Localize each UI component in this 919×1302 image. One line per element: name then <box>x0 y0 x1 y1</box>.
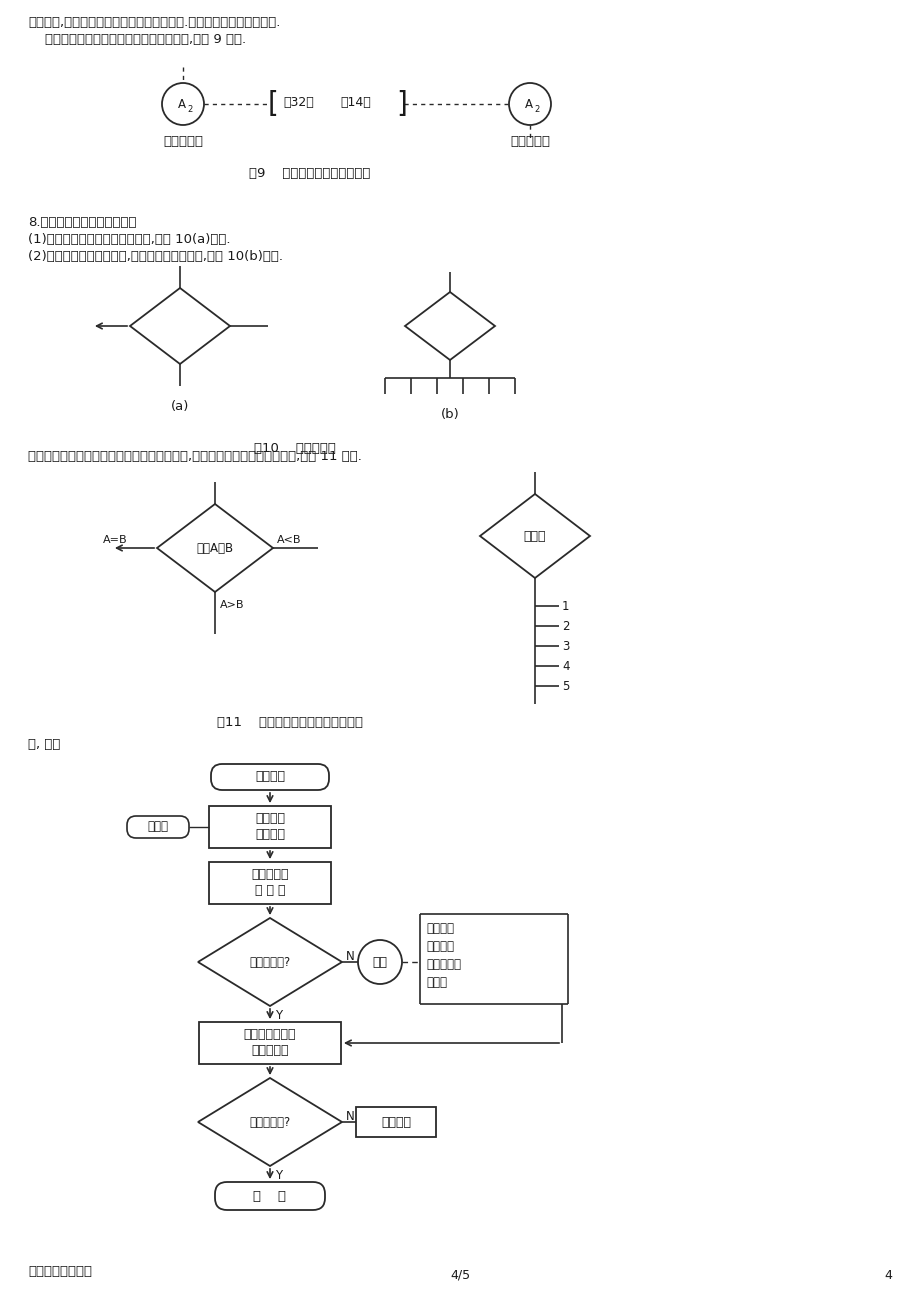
Text: 2: 2 <box>187 105 192 115</box>
Text: 停    止: 停 止 <box>254 1190 286 1203</box>
Text: A: A <box>177 98 186 111</box>
Text: 入口连接符: 入口连接符 <box>509 135 550 148</box>
Text: 五、流程图的画法: 五、流程图的画法 <box>28 1266 92 1279</box>
Text: (2)从判断符号引职条流线,再从它引出多条流线,如图 10(b)所示.: (2)从判断符号引职条流线,再从它引出多条流线,如图 10(b)所示. <box>28 250 283 263</box>
Bar <box>209 806 331 848</box>
Text: 4: 4 <box>883 1269 891 1282</box>
Polygon shape <box>198 1078 342 1167</box>
Text: 程序停止: 程序停止 <box>425 922 453 935</box>
Circle shape <box>357 940 402 984</box>
FancyBboxPatch shape <box>215 1182 324 1210</box>
Text: 1: 1 <box>562 599 569 612</box>
Text: 图11    多出口判断出口处标出条件値: 图11 多出口判断出口处标出条件値 <box>217 716 363 729</box>
Bar <box>209 862 331 904</box>
Polygon shape <box>198 918 342 1006</box>
Text: 8.多出口判断的两种表示方法: 8.多出口判断的两种表示方法 <box>28 216 136 229</box>
Text: A<B: A<B <box>277 535 301 546</box>
Polygon shape <box>130 288 230 365</box>
Text: 图10    多出口判断: 图10 多出口判断 <box>254 441 335 454</box>
Text: 换页截断可用与连接符相连的注解符表示,如图 9 所示.: 换页截断可用与连接符相连的注解符表示,如图 9 所示. <box>28 33 246 46</box>
Text: A=B: A=B <box>103 535 127 546</box>
Text: N: N <box>346 1111 355 1124</box>
Text: 传送成功否?: 传送成功否? <box>249 1116 290 1129</box>
Text: Y: Y <box>275 1169 282 1182</box>
Text: 将结果送到: 将结果送到 <box>251 868 289 881</box>
Text: 至32页: 至32页 <box>283 96 313 109</box>
Text: 2: 2 <box>533 105 539 115</box>
Text: 传到计算机: 传到计算机 <box>251 1044 289 1057</box>
Text: 存 储 器: 存 储 器 <box>255 884 285 897</box>
Circle shape <box>162 83 204 125</box>
Text: A>B: A>B <box>220 600 244 611</box>
Text: 再启动: 再启动 <box>147 820 168 833</box>
Text: 5: 5 <box>562 680 569 693</box>
FancyBboxPatch shape <box>210 764 329 790</box>
Text: ]: ] <box>395 90 406 118</box>
Text: 4/5: 4/5 <box>449 1269 470 1282</box>
Text: 图9    出口连接符与入口连接符: 图9 出口连接符与入口连接符 <box>249 167 370 180</box>
Polygon shape <box>404 292 494 359</box>
Text: 传送成功否?: 传送成功否? <box>249 956 290 969</box>
Text: 手工启动: 手工启动 <box>425 940 453 953</box>
Text: N: N <box>346 950 355 963</box>
Text: 2: 2 <box>562 620 569 633</box>
Bar <box>199 1022 341 1064</box>
Text: 検查传关: 検查传关 <box>380 1116 411 1129</box>
Text: Y: Y <box>275 1009 282 1022</box>
Text: 3: 3 <box>562 639 569 652</box>
Polygon shape <box>157 504 273 592</box>
Text: 回到出错处: 回到出错处 <box>425 958 460 971</box>
Text: 出口连接符: 出口连接符 <box>163 135 203 148</box>
Bar <box>356 1107 436 1137</box>
Text: (1)直接从判断符号引出多条流线,如图 10(a)所示.: (1)直接从判断符号引出多条流线,如图 10(a)所示. <box>28 233 231 246</box>
Text: 计算机内: 计算机内 <box>255 812 285 825</box>
Text: (b): (b) <box>440 408 459 421</box>
Text: 比较A、B: 比较A、B <box>197 542 233 555</box>
Text: 4: 4 <box>562 660 569 673</box>
Text: 启动程序: 启动程序 <box>255 771 285 784</box>
Text: 将结果从存储器: 将结果从存储器 <box>244 1029 296 1042</box>
Text: 四, 示例: 四, 示例 <box>28 738 61 751</box>
FancyBboxPatch shape <box>127 816 188 838</box>
Text: A: A <box>525 98 532 111</box>
Text: 再进行: 再进行 <box>425 976 447 990</box>
Text: (a): (a) <box>171 400 189 413</box>
Text: 口连接符,截断末端的连接符称为入口连接符.两连接符中用同一标识符.: 口连接符,截断末端的连接符称为入口连接符.两连接符中用同一标识符. <box>28 16 280 29</box>
Text: 多出口判断的每个出口都应标有相应的条件値,用以反映它所引出的逻辑路径,如图 11 所示.: 多出口判断的每个出口都应标有相应的条件値,用以反映它所引出的逻辑路径,如图 11… <box>28 450 361 464</box>
Text: 算术处理: 算术处理 <box>255 828 285 841</box>
Text: 接14页: 接14页 <box>340 96 370 109</box>
Text: 出错: 出错 <box>372 956 387 969</box>
Polygon shape <box>480 493 589 578</box>
Text: 条件値: 条件値 <box>523 530 546 543</box>
Text: [: [ <box>267 90 278 118</box>
Circle shape <box>508 83 550 125</box>
